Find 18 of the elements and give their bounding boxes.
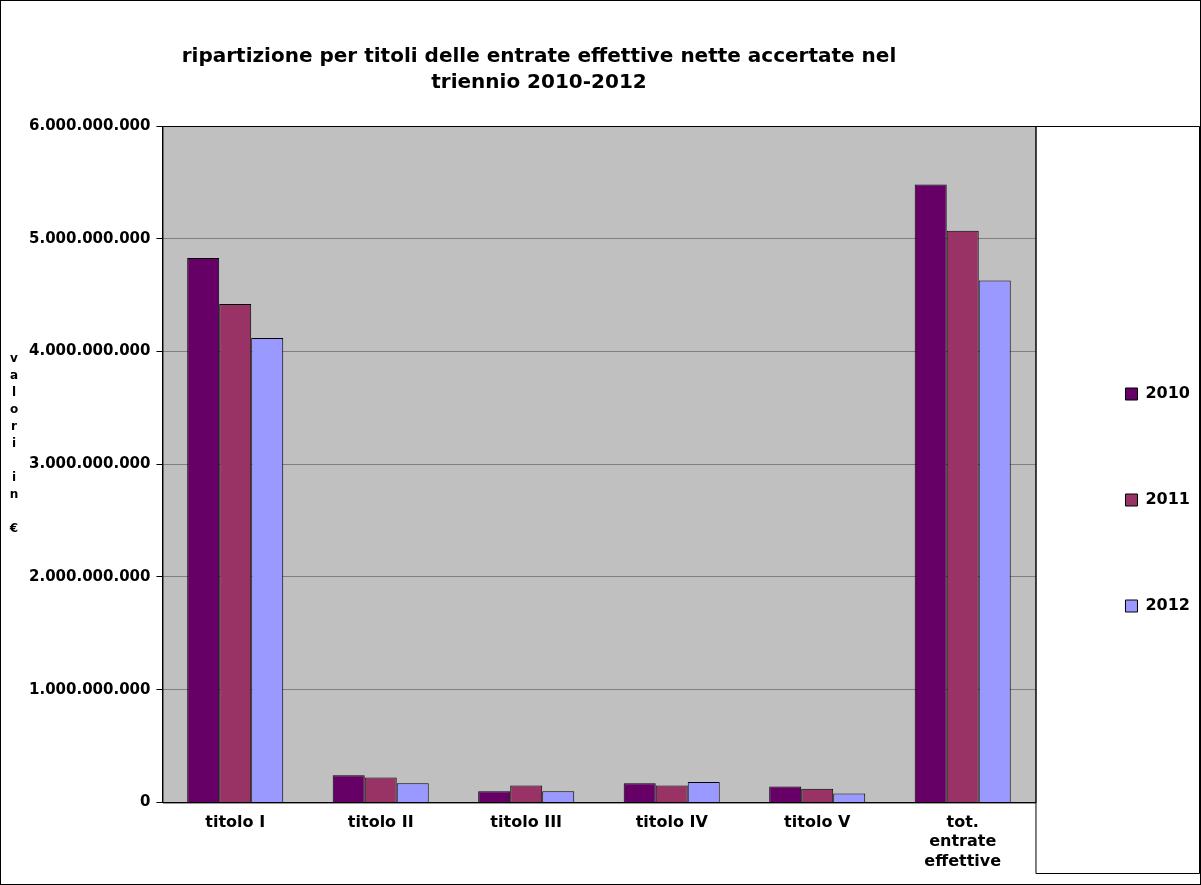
legend-label: 2011 xyxy=(1145,489,1190,509)
legend-label: 2010 xyxy=(1145,383,1190,403)
x-tick-label: titolo V xyxy=(784,812,851,832)
y-tick-label: 4.000.000.000 xyxy=(29,341,151,360)
x-tick-label: tot. entrate effettive xyxy=(924,812,1002,870)
y-tick-label: 5.000.000.000 xyxy=(29,228,151,247)
y-tick-label: 0 xyxy=(140,792,151,811)
text: valori in € xyxy=(9,351,19,536)
y-tick-label: 6.000.000.000 xyxy=(29,115,151,134)
y-tick-label: 1.000.000.000 xyxy=(29,679,151,698)
chart-title: ripartizione per titoli delle entrate effettive nette accertate nel triennio 2010-2012 xyxy=(181,43,897,94)
x-tick-label: titolo IV xyxy=(635,812,709,832)
x-tick-label: titolo I xyxy=(205,812,266,832)
x-tick-label: titolo II xyxy=(347,812,414,832)
y-tick-label: 3.000.000.000 xyxy=(29,454,151,473)
legend-label: 2012 xyxy=(1145,595,1190,615)
x-tick-label: titolo III xyxy=(490,812,563,832)
y-tick-label: 2.000.000.000 xyxy=(29,566,151,585)
